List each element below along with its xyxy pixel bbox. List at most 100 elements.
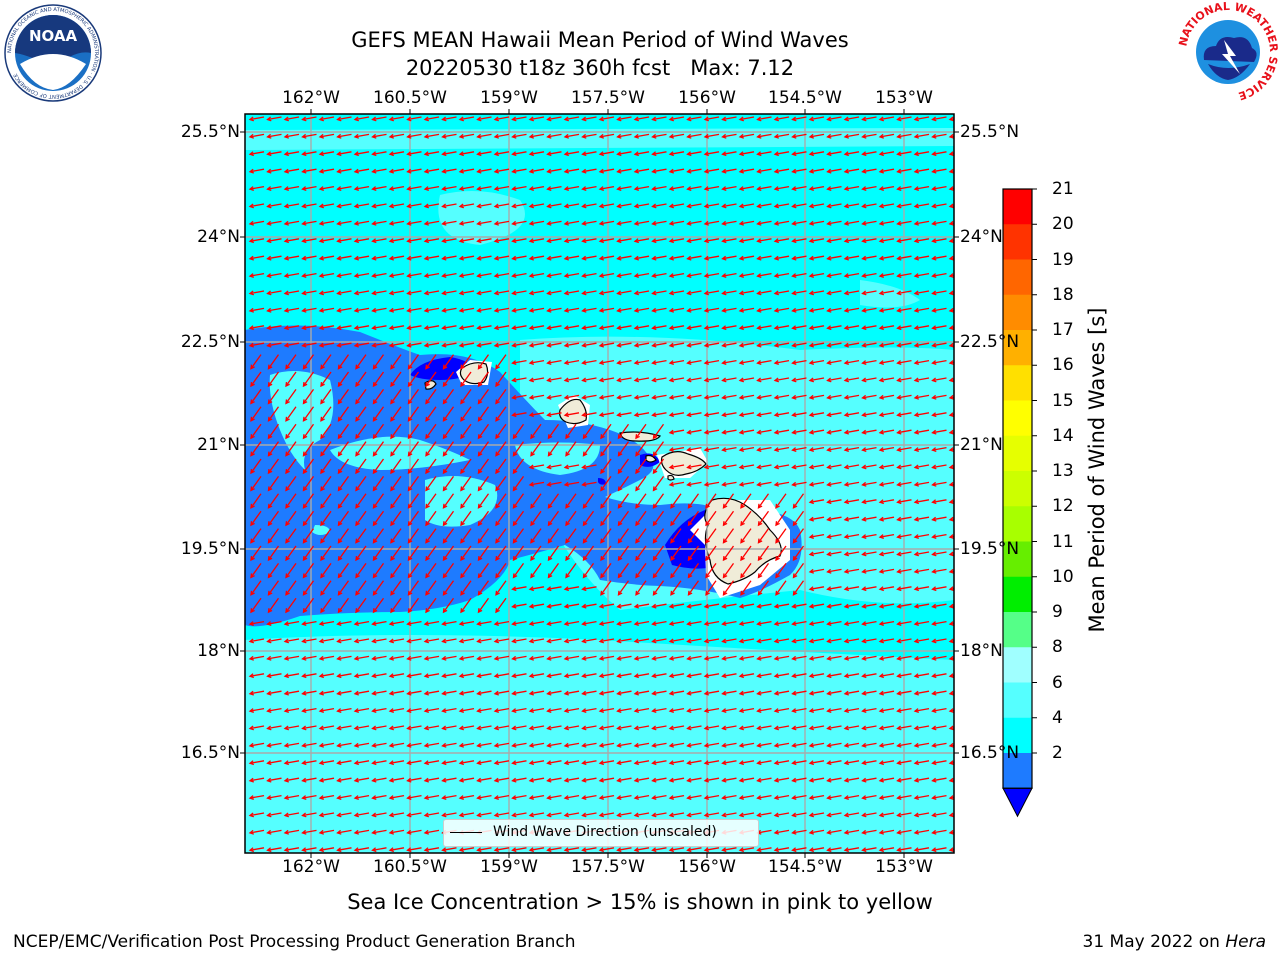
arrow-head (353, 812, 359, 818)
direction-arrow (372, 220, 387, 225)
arrow-head (493, 186, 499, 191)
arrow-head (250, 555, 255, 562)
direction-arrow (652, 203, 667, 208)
direction-arrow (739, 620, 755, 625)
arrow-head (651, 847, 657, 853)
arrow-head (476, 673, 482, 679)
direction-arrow (757, 655, 772, 660)
arrow-head (581, 360, 587, 365)
arrow-head (493, 708, 499, 713)
arrow-head (913, 742, 919, 748)
arrow-head (563, 481, 569, 487)
direction-arrow (774, 151, 790, 155)
direction-arrow (319, 777, 335, 782)
direction-arrow (407, 847, 422, 851)
arrow-head (388, 847, 394, 853)
direction-arrow (425, 493, 437, 509)
direction-arrow (459, 307, 475, 312)
direction-arrow (249, 238, 265, 242)
arrow-head (337, 416, 343, 422)
direction-arrow (634, 238, 650, 242)
direction-arrow (407, 812, 422, 817)
arrow-head (756, 342, 762, 348)
arrow-head (931, 725, 937, 731)
direction-arrow (355, 406, 367, 422)
direction-arrow (442, 493, 455, 509)
direction-arrow (705, 528, 717, 543)
arrow-head (283, 812, 289, 818)
direction-arrow (740, 563, 752, 578)
direction-arrow (687, 655, 702, 660)
direction-arrow (897, 812, 912, 817)
arrow-head (511, 725, 517, 731)
arrow-head (931, 690, 937, 696)
direction-arrow (424, 742, 440, 747)
arrow-head (476, 847, 482, 853)
direction-arrow (827, 638, 842, 643)
direction-arrow (530, 528, 542, 543)
arrow-head (372, 486, 378, 492)
arrow-head (826, 307, 832, 313)
direction-arrow (879, 568, 895, 573)
direction-arrow (879, 203, 895, 208)
arrow-head (668, 412, 674, 418)
arrow-head (931, 203, 937, 209)
arrow-head (896, 394, 902, 400)
direction-arrow (949, 448, 954, 451)
direction-arrow (722, 342, 737, 347)
direction-arrow (652, 707, 667, 712)
direction-arrow (879, 446, 895, 451)
direction-arrow (407, 760, 422, 764)
arrow-head (528, 203, 534, 209)
arrow-head (283, 725, 289, 731)
arrow-head (721, 690, 727, 696)
direction-arrow (599, 620, 615, 625)
direction-arrow (302, 742, 317, 747)
arrow-head (423, 708, 429, 713)
arrow-head (738, 116, 744, 122)
arrow-head (301, 655, 307, 661)
direction-arrow (827, 481, 842, 486)
arrow-head (808, 621, 814, 626)
arrow-head (406, 220, 412, 226)
arrow-head (651, 133, 657, 139)
colorbar-swatch (1003, 612, 1032, 648)
direction-arrow (827, 725, 842, 730)
arrow-head (318, 168, 324, 174)
arrow-head (773, 394, 779, 400)
arrow-head (651, 621, 657, 626)
arrow-head (250, 434, 255, 440)
direction-arrow (739, 794, 755, 799)
direction-arrow (512, 690, 527, 695)
arrow-head (948, 499, 954, 505)
direction-arrow (792, 545, 805, 561)
arrow-head (843, 412, 849, 418)
direction-arrow (320, 493, 332, 509)
arrow-head (406, 342, 412, 348)
direction-arrow (844, 690, 860, 695)
direction-arrow (687, 638, 702, 643)
arrow-head (635, 521, 640, 527)
arrow-head (320, 503, 325, 509)
arrow-head (318, 220, 324, 226)
arrow-head (530, 573, 535, 579)
direction-arrow (250, 493, 262, 509)
arrow-head (511, 708, 517, 713)
direction-arrow (914, 725, 930, 730)
direction-arrow (792, 493, 805, 509)
arrow-head (581, 220, 587, 226)
direction-arrow (372, 203, 387, 208)
direction-arrow (372, 290, 387, 295)
direction-arrow (914, 481, 930, 486)
direction-arrow (495, 597, 507, 613)
direction-arrow (809, 481, 825, 486)
arrow-head (390, 521, 395, 527)
arrow-head (353, 777, 359, 783)
direction-arrow (512, 359, 527, 364)
direction-arrow (529, 377, 545, 382)
direction-arrow (740, 580, 752, 596)
arrow-head (600, 434, 605, 440)
direction-arrow (250, 476, 262, 491)
arrow-head (248, 777, 254, 783)
arrow-head (442, 538, 448, 544)
